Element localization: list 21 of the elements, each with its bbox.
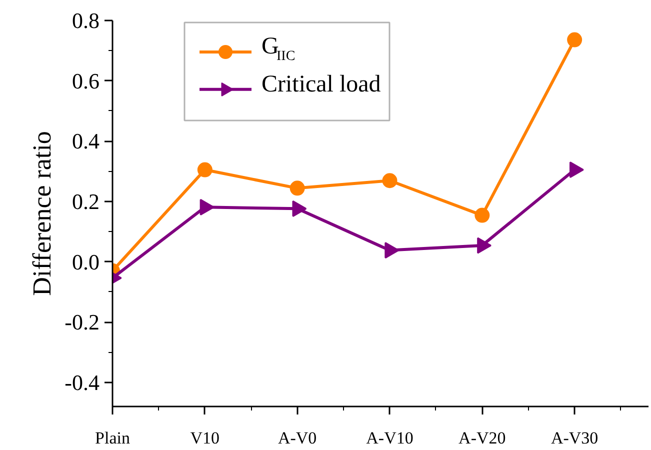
point bbox=[200, 198, 214, 216]
x-tick-label: A-V20 bbox=[458, 428, 506, 448]
point bbox=[567, 32, 582, 48]
x-tick-label: Plain bbox=[95, 428, 130, 448]
y-axis-title: Difference ratio bbox=[28, 131, 57, 296]
point bbox=[382, 173, 398, 188]
x-tick-label: A-V0 bbox=[278, 428, 317, 448]
y-tick-label: 0.4 bbox=[72, 128, 100, 154]
point bbox=[384, 242, 400, 259]
y-tick-label: -0.2 bbox=[64, 310, 100, 335]
point bbox=[292, 200, 307, 217]
y-tick-label: 0.2 bbox=[72, 188, 100, 214]
y-tick-label: -0.4 bbox=[64, 370, 100, 395]
y-tick-label: 0.6 bbox=[72, 68, 100, 94]
y-tick-label: 0.0 bbox=[72, 249, 100, 274]
x-tick-label: A-V10 bbox=[366, 428, 414, 448]
x-tick-label: V10 bbox=[190, 428, 220, 448]
point bbox=[474, 208, 490, 223]
x-tick-label: A-V30 bbox=[550, 428, 598, 448]
legend-label: Critical load bbox=[262, 72, 381, 98]
y-tick-label: 0.8 bbox=[72, 8, 100, 33]
